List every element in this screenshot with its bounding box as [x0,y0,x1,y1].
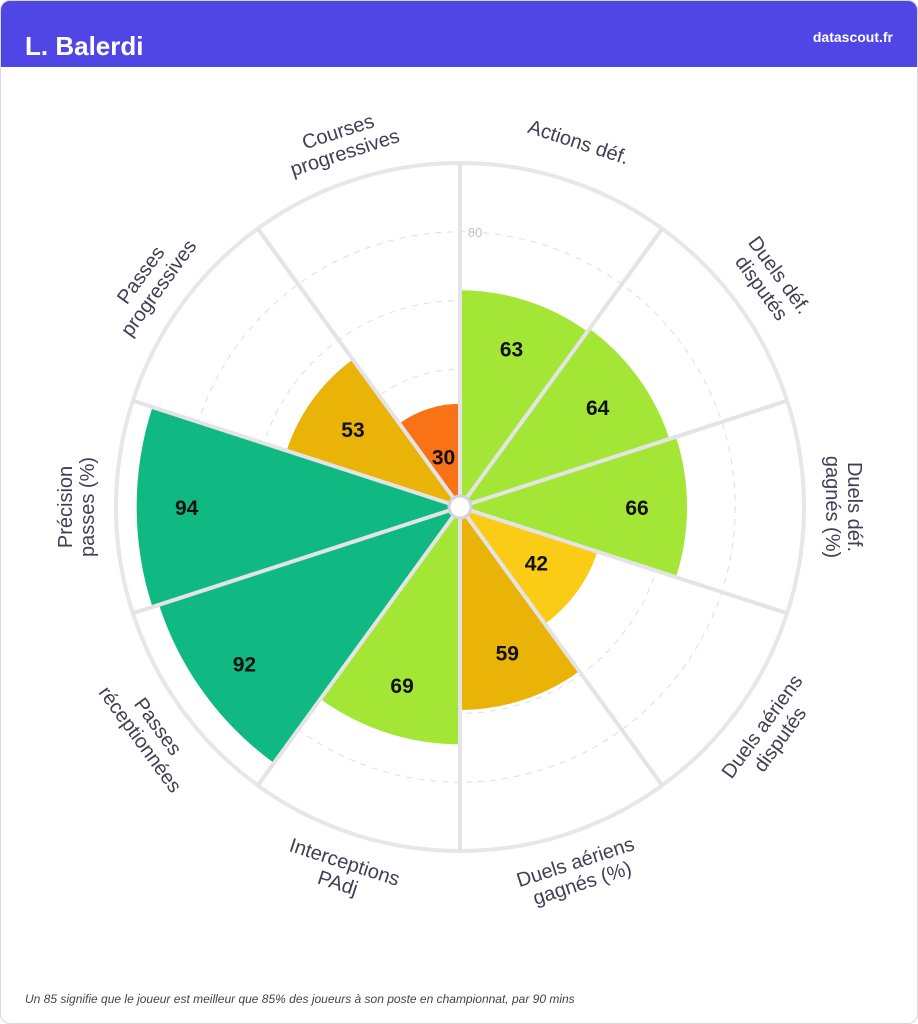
category-label: Actions déf. [525,116,631,169]
category-label-line: Actions déf. [525,116,631,169]
value-label: 69 [390,675,413,698]
sector-divider [458,227,664,509]
category-label: Duels déf.gagnés (%) [821,456,865,558]
category-label-line: Précision [55,466,77,548]
value-label: 63 [500,338,523,361]
wedge-4 [460,507,580,710]
wedge-7 [136,407,460,607]
wedge-9 [399,403,460,507]
value-label: 64 [586,397,610,420]
value-label: 53 [341,419,364,442]
center-hub [447,494,473,520]
wedge-0 [460,290,588,507]
gridline-label: 80 [468,225,482,240]
brand-link[interactable]: datascout.fr [812,29,893,45]
sector-divider [132,505,461,616]
category-label-line: gagnés (%) [821,456,843,558]
value-label: 30 [432,446,455,469]
wedge-8 [286,359,460,507]
footnote: Un 85 signifie que le joueur est meilleu… [25,992,575,1006]
wedge-1 [460,328,670,507]
category-label-line: passes (%) [77,457,99,557]
player-name-title: L. Balerdi [25,31,144,61]
sector-divider [458,505,664,787]
header-bar: L. Balerdi datascout.fr [1,1,917,67]
value-label: 42 [525,553,548,576]
sector-divider [459,505,788,616]
sector-divider [256,505,462,787]
wedge-6 [159,507,460,764]
value-label: 66 [625,497,648,520]
value-label: 59 [496,642,519,665]
wedge-5 [320,507,460,745]
category-label-line: Duels déf. [843,462,865,552]
wedge-3 [460,507,598,624]
wedge-2 [460,436,688,578]
category-label: Précision passes (%) [55,457,99,557]
pizza-chart: 80 63 64 66 42 59 69 92 94 53 30 Actions déf. Duels … [55,110,865,910]
value-label: 94 [175,497,199,520]
sector-divider [256,227,462,509]
sector-divider [459,398,788,509]
value-label: 92 [233,654,256,677]
sector-divider [132,398,461,509]
